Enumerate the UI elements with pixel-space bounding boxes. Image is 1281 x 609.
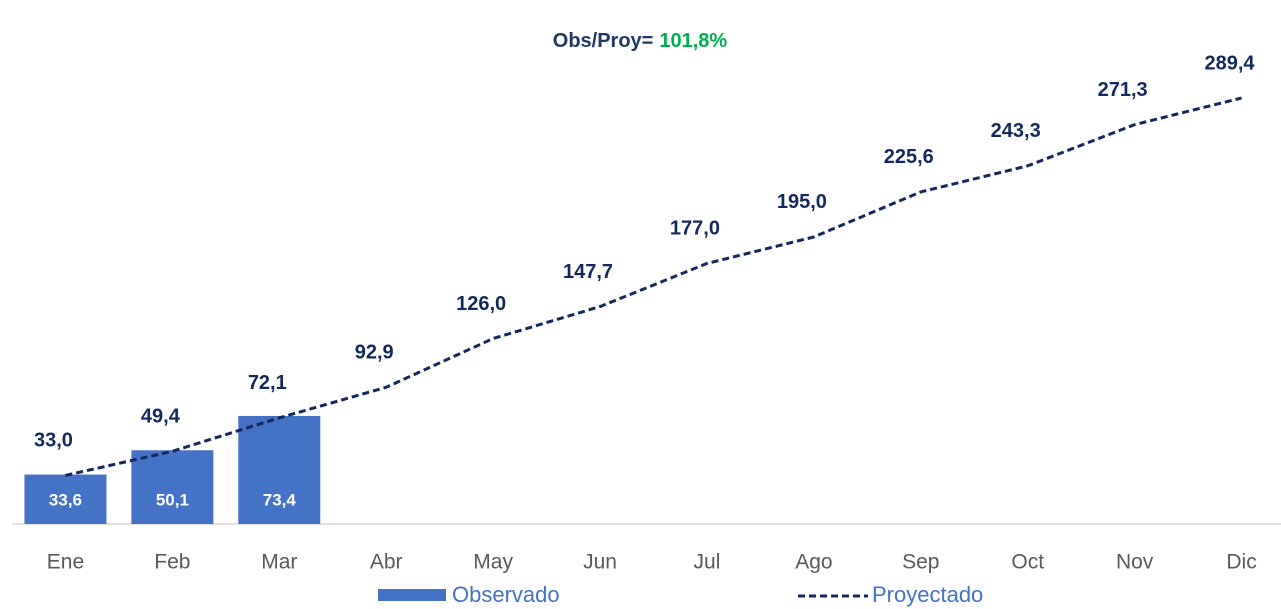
x-tick-label: Sep bbox=[902, 551, 939, 574]
line-label: 177,0 bbox=[670, 218, 720, 240]
title-text: Obs/Proy= bbox=[553, 30, 654, 52]
bar-label: 50,1 bbox=[156, 490, 189, 509]
title-value: 101,8% bbox=[659, 30, 727, 52]
chart-title: Obs/Proy= 101,8% bbox=[553, 30, 728, 52]
x-tick-label: May bbox=[473, 551, 513, 574]
line-label: 271,3 bbox=[1098, 79, 1148, 101]
legend-swatch bbox=[378, 589, 446, 601]
line-label: 49,4 bbox=[141, 406, 181, 428]
legend-label: Proyectado bbox=[872, 582, 983, 607]
bar-label: 33,6 bbox=[49, 490, 82, 509]
bar bbox=[24, 474, 107, 524]
x-tick-label: Dic bbox=[1226, 551, 1256, 574]
x-tick-label: Ago bbox=[795, 551, 832, 574]
x-tick-label: Abr bbox=[370, 551, 403, 574]
line-label: 289,4 bbox=[1205, 52, 1256, 74]
line-label: 243,3 bbox=[991, 120, 1041, 142]
legend-label: Observado bbox=[452, 582, 560, 607]
bar-label: 73,4 bbox=[263, 490, 297, 509]
x-tick-label: Feb bbox=[154, 551, 190, 574]
line-label: 126,0 bbox=[456, 293, 506, 315]
line-label: 33,0 bbox=[34, 430, 73, 452]
line-label: 225,6 bbox=[884, 146, 934, 168]
line-label: 92,9 bbox=[355, 342, 394, 364]
line-label: 147,7 bbox=[563, 261, 613, 283]
bar bbox=[238, 415, 321, 524]
bar bbox=[131, 450, 214, 524]
x-tick-label: Oct bbox=[1011, 551, 1044, 574]
line-label: 195,0 bbox=[777, 191, 827, 213]
line-label: 72,1 bbox=[248, 372, 287, 394]
x-tick-label: Mar bbox=[261, 551, 297, 574]
x-tick-label: Ene bbox=[47, 551, 84, 574]
line bbox=[65, 96, 1242, 477]
x-tick-label: Jul bbox=[694, 551, 721, 574]
x-tick-label: Jun bbox=[583, 551, 617, 574]
x-tick-label: Nov bbox=[1116, 551, 1154, 574]
